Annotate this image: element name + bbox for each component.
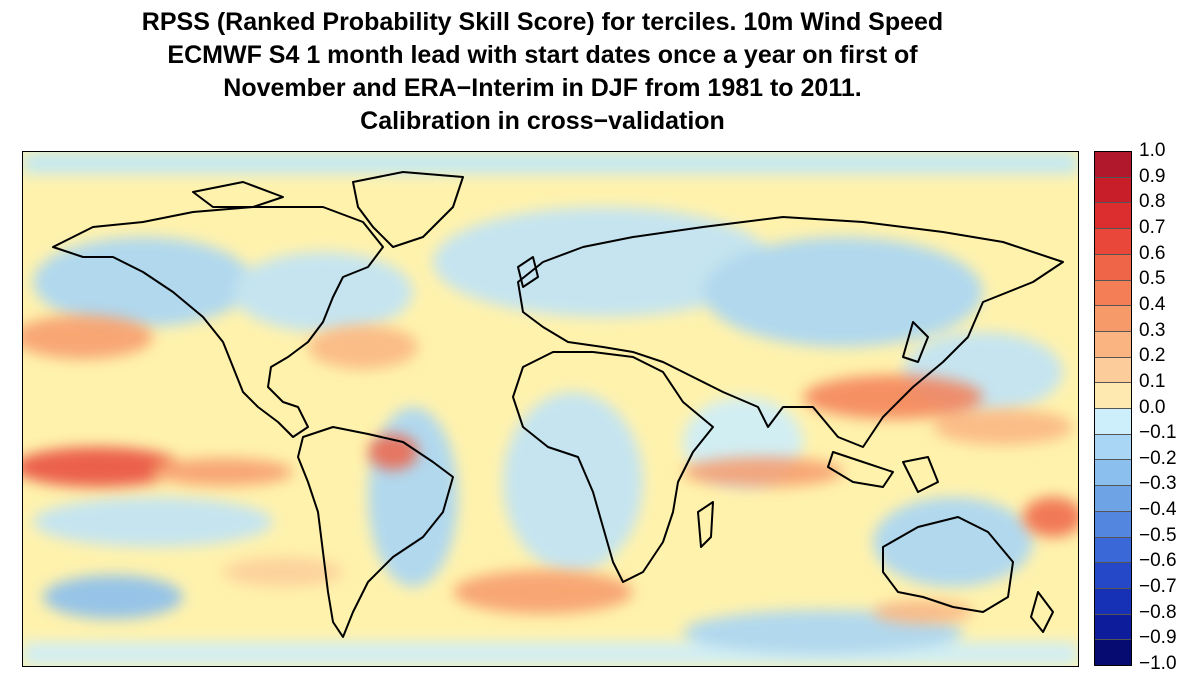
colorbar-segment bbox=[1095, 331, 1131, 358]
coastlines bbox=[52, 171, 1064, 638]
colorbar-tick-label: 0.7 bbox=[1139, 216, 1166, 238]
colorbar-segment bbox=[1095, 640, 1131, 666]
colorbar-segment bbox=[1095, 383, 1131, 410]
title-line-1: RPSS (Ranked Probability Skill Score) fo… bbox=[141, 8, 944, 36]
colorbar-segment bbox=[1095, 177, 1131, 204]
colorbar-tick-label: −0.8 bbox=[1139, 601, 1177, 623]
colorbar-tick-label: −0.5 bbox=[1139, 524, 1177, 546]
colorbar-tick-label: 0.5 bbox=[1139, 268, 1166, 290]
colorbar-tick-label: 0.2 bbox=[1139, 345, 1166, 367]
colorbar-tick-label: 0.0 bbox=[1139, 396, 1166, 418]
colorbar-segment bbox=[1095, 486, 1131, 512]
colorbar-tick-label: −0.7 bbox=[1139, 576, 1177, 598]
colorbar-segment bbox=[1095, 203, 1131, 230]
colorbar-tick-label: 1.0 bbox=[1139, 140, 1166, 161]
colorbar-tick-label: −1.0 bbox=[1139, 653, 1177, 674]
colorbar-segment bbox=[1095, 537, 1131, 564]
colorbar-segment bbox=[1095, 229, 1131, 255]
colorbar-tick-label: 0.9 bbox=[1139, 165, 1166, 187]
colorbar-segment bbox=[1095, 280, 1131, 307]
colorbar-tick-label: 0.1 bbox=[1139, 370, 1166, 392]
colorbar-tick-label: 0.8 bbox=[1139, 191, 1166, 213]
colorbar-tick-label: −0.4 bbox=[1139, 499, 1177, 521]
colorbar-tick-label: −0.9 bbox=[1139, 627, 1177, 649]
colorbar-segment bbox=[1095, 254, 1131, 281]
colorbar-tick-label: −0.3 bbox=[1139, 473, 1177, 495]
colorbar-segment bbox=[1095, 434, 1131, 461]
chart-title: RPSS (Ranked Probability Skill Score) fo… bbox=[0, 6, 1085, 138]
colorbar-segment bbox=[1095, 460, 1131, 487]
title-line-4: Calibration in cross−validation bbox=[360, 107, 725, 135]
colorbar-segment bbox=[1095, 357, 1131, 384]
colorbar-segment bbox=[1095, 152, 1131, 178]
colorbar-tick-label: 0.3 bbox=[1139, 319, 1166, 341]
rpss-field-map bbox=[23, 152, 1078, 666]
colorbar-segment bbox=[1095, 511, 1131, 538]
colorbar-tick-label: −0.2 bbox=[1139, 447, 1177, 469]
colorbar-tick-label: 0.4 bbox=[1139, 293, 1166, 315]
colorbar-segment bbox=[1095, 306, 1131, 332]
colorbar-tick-label: −0.1 bbox=[1139, 422, 1177, 444]
colorbar-segment bbox=[1095, 409, 1131, 435]
negative-skill-regions bbox=[23, 152, 1078, 666]
colorbar-tick-label: 0.6 bbox=[1139, 242, 1166, 264]
title-line-3: November and ERA−Interim in DJF from 198… bbox=[223, 74, 862, 102]
colorbar-segment bbox=[1095, 588, 1131, 615]
title-line-2: ECMWF S4 1 month lead with start dates o… bbox=[167, 41, 918, 69]
colorbar bbox=[1094, 151, 1132, 666]
colorbar-segment bbox=[1095, 614, 1131, 641]
colorbar-tick-label: −0.6 bbox=[1139, 550, 1177, 572]
world-map bbox=[22, 151, 1079, 667]
colorbar-segment bbox=[1095, 563, 1131, 589]
